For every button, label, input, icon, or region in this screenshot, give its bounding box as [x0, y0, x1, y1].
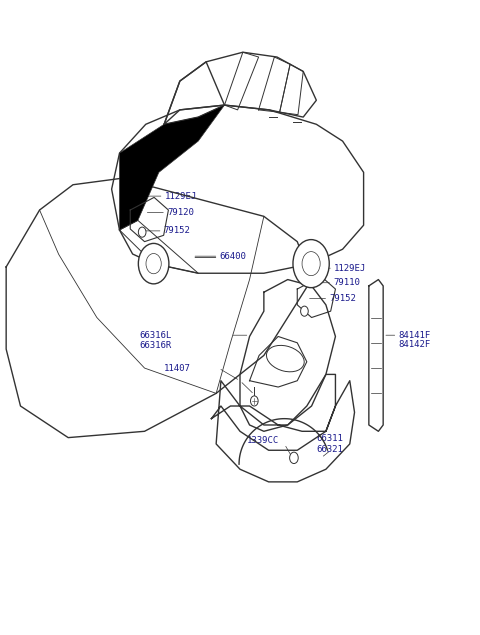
Circle shape — [138, 227, 146, 237]
Circle shape — [251, 396, 258, 406]
Text: 1129EJ: 1129EJ — [165, 192, 197, 201]
Circle shape — [289, 452, 298, 464]
Text: 1129EJ: 1129EJ — [334, 264, 366, 272]
Text: 84141F: 84141F — [398, 331, 431, 340]
Text: 11407: 11407 — [164, 364, 191, 373]
Circle shape — [293, 239, 329, 288]
Text: 66400: 66400 — [219, 251, 246, 261]
Text: 66316L: 66316L — [140, 331, 172, 340]
Circle shape — [138, 243, 169, 284]
Text: 79152: 79152 — [329, 294, 356, 303]
Ellipse shape — [266, 345, 304, 372]
Text: 84142F: 84142F — [398, 340, 431, 349]
Text: 79120: 79120 — [167, 208, 194, 217]
Circle shape — [146, 253, 161, 274]
Text: 66321: 66321 — [316, 444, 343, 453]
Circle shape — [300, 306, 308, 316]
Text: 79152: 79152 — [164, 227, 191, 236]
Text: 79110: 79110 — [333, 278, 360, 287]
Circle shape — [302, 251, 320, 276]
Text: 66311: 66311 — [316, 434, 343, 443]
Polygon shape — [120, 105, 225, 230]
Text: 66316R: 66316R — [140, 341, 172, 350]
Text: 1339CC: 1339CC — [247, 436, 279, 445]
